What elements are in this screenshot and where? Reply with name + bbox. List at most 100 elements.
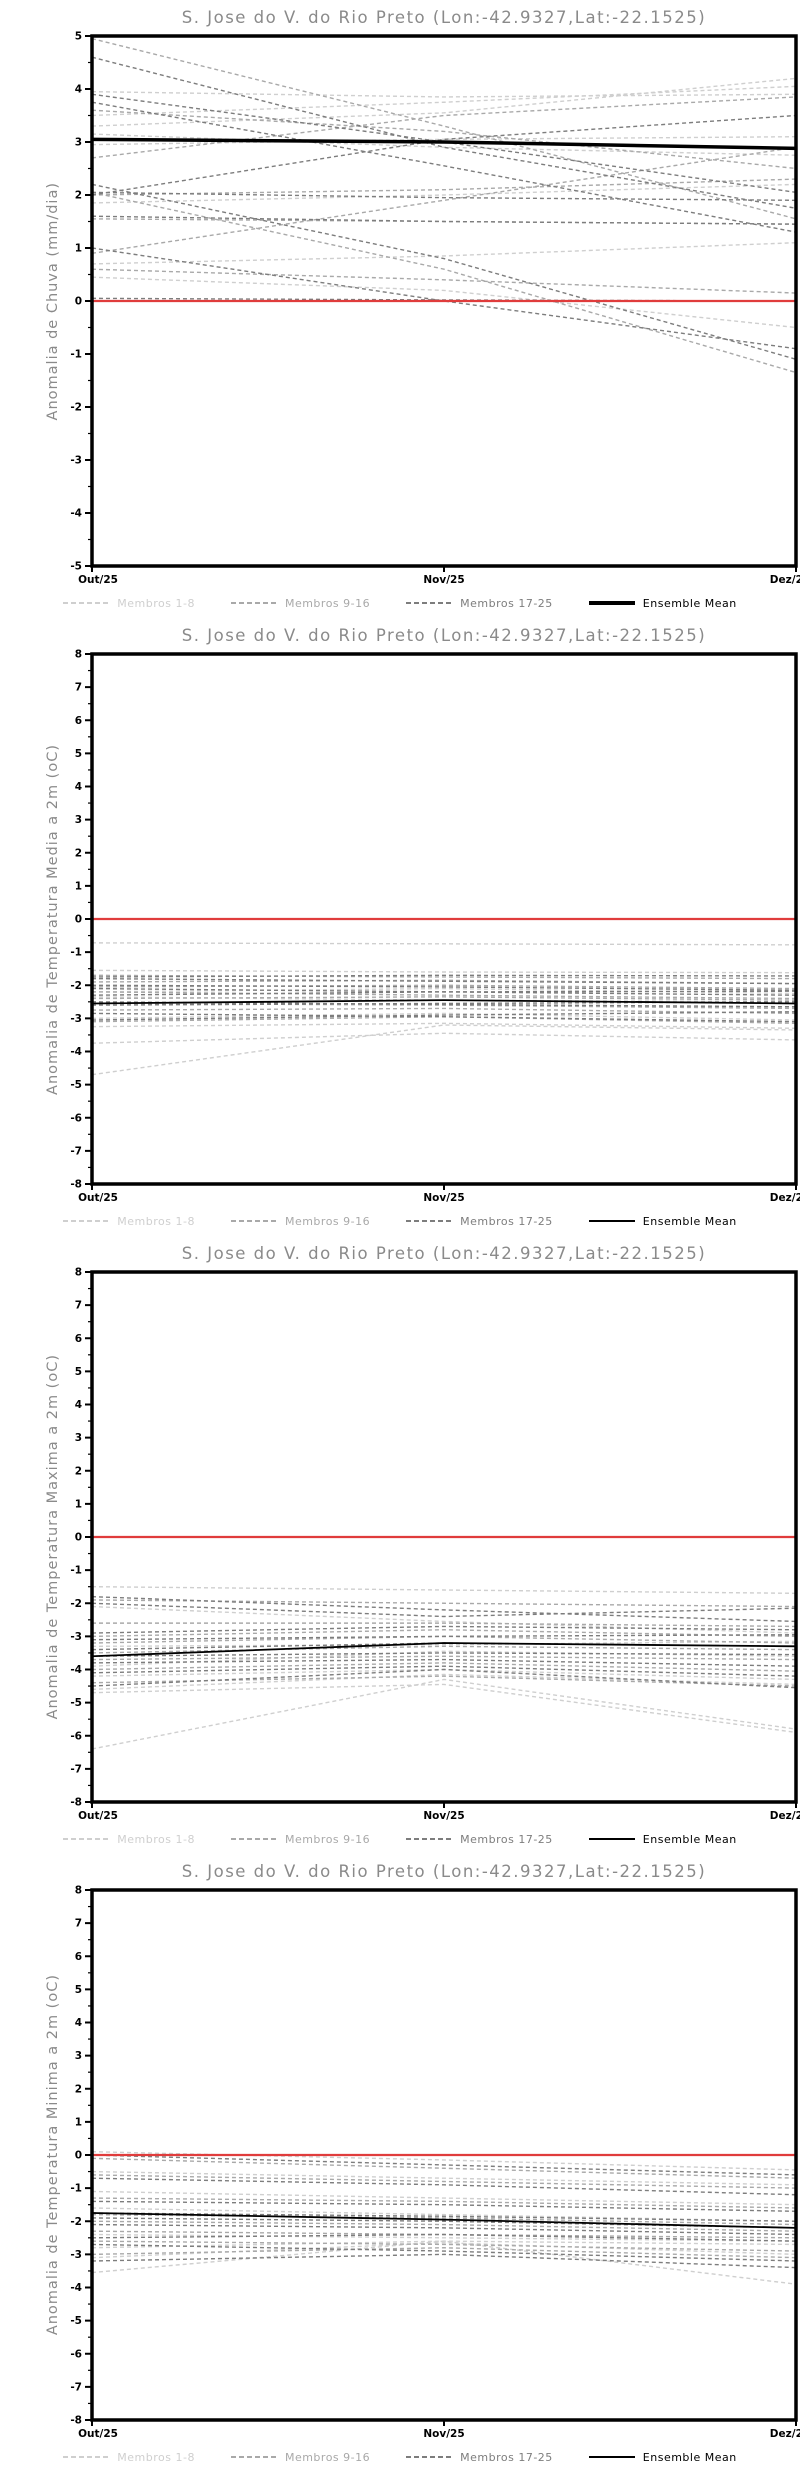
- x-tick-label: Out/25: [78, 574, 118, 586]
- member-line-18: [92, 101, 796, 233]
- member-line-5: [92, 2233, 796, 2242]
- legend-item-membros-9-16: Membros 9-16: [230, 1833, 370, 1846]
- member-line-19: [92, 2200, 796, 2213]
- y-tick-label: 8: [75, 649, 82, 661]
- legend: Membros 1-8 Membros 9-16 Membros 17-25 Ense…: [0, 588, 800, 618]
- plot-chuva-svg: -5 -4 -3 -2 -1 0 1 2 3 4 5 Out/25 Nov/25 Dez/25: [70, 31, 800, 587]
- x-tick-label: Dez/25: [770, 2428, 800, 2440]
- legend-label: Ensemble Mean: [642, 1832, 737, 1846]
- legend-line-sample: [406, 602, 453, 604]
- member-line-12: [92, 996, 796, 1001]
- chart-block-chuva: S. Jose do V. do Rio Preto (Lon:-42.9327…: [0, 0, 800, 618]
- member-line-5: [92, 136, 796, 146]
- legend-item-membros-1-8: Membros 1-8: [63, 597, 195, 610]
- x-tick-label: Dez/25: [770, 574, 800, 586]
- member-line-19: [92, 1634, 796, 1641]
- x-tick-label: Out/25: [78, 1810, 118, 1822]
- x-axis-ticks: Out/25 Nov/25 Dez/25: [78, 1802, 800, 1822]
- member-line-23: [92, 1011, 796, 1021]
- y-tick-label: -3: [70, 455, 82, 467]
- member-line-21: [92, 1652, 796, 1657]
- chart-block-temp-minima: S. Jose do V. do Rio Preto (Lon:-42.9327…: [0, 1854, 800, 2472]
- member-line-21: [92, 2223, 796, 2236]
- y-tick-label: -4: [70, 2282, 82, 2294]
- member-line-25: [92, 2212, 796, 2222]
- legend-item-membros-1-8: Membros 1-8: [63, 2451, 195, 2464]
- member-line-22: [92, 56, 796, 209]
- x-tick-label: Dez/25: [770, 1192, 800, 1204]
- y-tick-label: 7: [75, 682, 82, 694]
- member-line-11: [92, 1629, 796, 1638]
- y-tick-label: 0: [75, 1532, 82, 1544]
- y-tick-label: -2: [70, 980, 82, 992]
- plot-frame: [90, 34, 798, 568]
- member-line-21: [92, 1001, 796, 1006]
- member-line-22: [92, 1658, 796, 1667]
- y-tick-label: -1: [70, 947, 82, 959]
- y-tick-label: 3: [75, 2050, 82, 2062]
- member-line-7: [92, 242, 796, 265]
- legend-item-membros-1-8: Membros 1-8: [63, 1215, 195, 1228]
- ensemble-mean-line: [92, 999, 796, 1005]
- member-line-3: [92, 1640, 796, 1648]
- member-line-20: [92, 215, 796, 225]
- y-tick-label: -3: [70, 1013, 82, 1025]
- member-line-12: [92, 178, 796, 196]
- member-line-5: [92, 1012, 796, 1021]
- member-line-9: [92, 974, 796, 980]
- y-tick-label: 4: [75, 781, 82, 793]
- x-tick-label: Nov/25: [423, 574, 464, 586]
- legend-label: Membros 1-8: [117, 596, 195, 610]
- x-axis-ticks: Out/25 Nov/25 Dez/25: [78, 566, 800, 586]
- y-tick-label: -5: [70, 561, 82, 573]
- y-tick-label: 1: [75, 880, 82, 892]
- legend-line-sample: [588, 1838, 635, 1840]
- x-axis-ticks: Out/25 Nov/25 Dez/25: [78, 1184, 800, 1204]
- legend-line-sample: [63, 602, 110, 604]
- y-tick-label: 7: [75, 1300, 82, 1312]
- y-tick-label: -2: [70, 402, 82, 414]
- y-tick-label: -6: [70, 2348, 82, 2360]
- legend-item-membros-9-16: Membros 9-16: [230, 597, 370, 610]
- member-line-3: [92, 77, 796, 127]
- member-line-8: [92, 2240, 796, 2285]
- member-line-2: [92, 85, 796, 117]
- y-tick-label: 0: [75, 914, 82, 926]
- y-tick-label: 6: [75, 1951, 82, 1963]
- member-line-7: [92, 1024, 796, 1076]
- y-tick-label: -8: [70, 1797, 82, 1809]
- y-tick-label: -5: [70, 1697, 82, 1709]
- member-line-4: [92, 1650, 796, 1667]
- y-tick-label: 4: [75, 1399, 82, 1411]
- x-tick-label: Nov/25: [423, 1192, 464, 1204]
- chart-block-temp-maxima: S. Jose do V. do Rio Preto (Lon:-42.9327…: [0, 1236, 800, 1854]
- member-line-4: [92, 2207, 796, 2222]
- member-line-24: [92, 2253, 796, 2269]
- y-tick-label: 3: [75, 814, 82, 826]
- plot-frame: [90, 1888, 798, 2422]
- member-line-24: [92, 1001, 796, 1008]
- legend-label: Membros 17-25: [460, 1214, 553, 1228]
- y-tick-label: -1: [70, 2183, 82, 2195]
- y-tick-label: -3: [70, 2249, 82, 2261]
- y-tick-label: 5: [75, 1984, 82, 1996]
- y-axis-label: Anomalia de Chuva (mm/dia): [45, 181, 61, 421]
- legend-item-ensemble-mean: Ensemble Mean: [588, 1215, 737, 1228]
- member-line-13: [92, 2220, 796, 2232]
- member-line-2: [92, 1605, 796, 1634]
- legend-line-sample: [406, 1838, 453, 1840]
- y-axis-label: Anomalia de Temperatura Minima a 2m (oC): [45, 1974, 61, 2336]
- member-line-1: [92, 1585, 796, 1595]
- y-tick-label: 1: [75, 2116, 82, 2128]
- ensemble-mean-line: [92, 1642, 796, 1658]
- member-line-10: [92, 109, 796, 170]
- legend-item-membros-9-16: Membros 9-16: [230, 1215, 370, 1228]
- member-line-17: [92, 2154, 796, 2176]
- member-line-18: [92, 2177, 796, 2196]
- plot-temp-maxima-svg: -8 -7 -6 -5 -4 -3 -2 -1 0 1 2 3 4 5 6 7 8 Out/25 Nov/25 Dez…: [70, 1267, 800, 1823]
- member-line-9: [92, 2157, 796, 2179]
- y-tick-label: -3: [70, 1631, 82, 1643]
- y-tick-label: 0: [75, 296, 82, 308]
- member-line-1: [92, 2150, 796, 2171]
- y-axis-label: Anomalia de Temperatura Maxima a 2m (oC): [45, 1354, 61, 1720]
